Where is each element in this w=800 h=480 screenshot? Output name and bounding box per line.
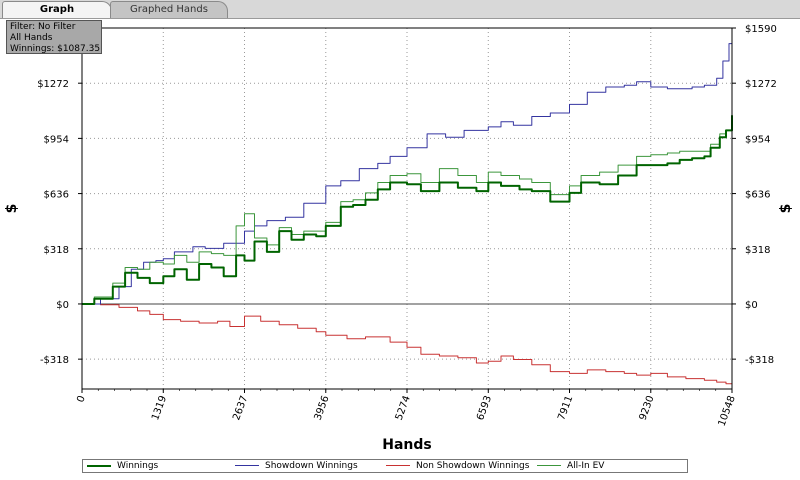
y-tick-label-right: $954 bbox=[745, 134, 770, 145]
legend-item-non-showdown: Non Showdown Winnings bbox=[386, 460, 529, 472]
y-tick-label-right: $636 bbox=[745, 190, 770, 201]
x-tick-label: 0 bbox=[75, 394, 88, 404]
y-tick-label-right: $1590 bbox=[745, 24, 777, 35]
x-tick-label: 6593 bbox=[475, 394, 494, 422]
y-tick-label-right: $1272 bbox=[745, 79, 777, 90]
hands-filter-text: All Hands bbox=[10, 33, 53, 43]
legend-item-showdown: Showdown Winnings bbox=[235, 460, 358, 472]
y-axis-label-right: $ bbox=[778, 204, 794, 214]
y-tick-label-left: $954 bbox=[44, 134, 69, 145]
filter-text: Filter: No Filter bbox=[10, 22, 76, 32]
x-tick-label: 5274 bbox=[394, 394, 413, 422]
x-tick-label: 1319 bbox=[150, 394, 169, 422]
y-tick-label-left: $318 bbox=[44, 245, 69, 256]
y-tick-label-left: $1272 bbox=[37, 79, 69, 90]
x-tick-label: 7911 bbox=[556, 394, 575, 422]
legend-item-allin-ev: All-In EV bbox=[537, 460, 604, 472]
winnings-total-text: Winnings: $1087.35 bbox=[10, 44, 101, 54]
legend-swatch-showdown bbox=[235, 465, 259, 466]
series-line-all-in-ev bbox=[82, 123, 733, 305]
y-tick-label-left: $636 bbox=[44, 190, 69, 201]
series-line-showdown-winnings bbox=[82, 28, 733, 305]
chart-series bbox=[82, 28, 733, 389]
legend-label-non-showdown: Non Showdown Winnings bbox=[416, 461, 530, 471]
legend-label-allin-ev: All-In EV bbox=[567, 461, 605, 471]
tab-bar: Graph Graphed Hands bbox=[0, 0, 800, 19]
chart-grid bbox=[82, 28, 732, 389]
y-tick-label-right: -$318 bbox=[745, 355, 774, 366]
y-axis-label-left: $ bbox=[4, 204, 20, 214]
x-axis-label: Hands bbox=[382, 437, 432, 453]
y-tick-label-right: $0 bbox=[745, 300, 758, 311]
y-tick-label-right: $318 bbox=[745, 245, 770, 256]
x-tick-label: 9230 bbox=[638, 394, 657, 422]
x-tick-label: 10548 bbox=[717, 394, 738, 428]
legend-label-winnings: Winnings bbox=[117, 461, 159, 471]
legend-swatch-winnings bbox=[87, 464, 111, 467]
chart-legend: Winnings Showdown Winnings Non Showdown … bbox=[82, 459, 688, 473]
x-tick-label: 3956 bbox=[313, 394, 332, 422]
series-line-non-showdown-winnings bbox=[82, 303, 733, 389]
series-line-winnings bbox=[82, 115, 733, 305]
x-tick-label: 2637 bbox=[231, 394, 250, 422]
tab-graphed-hands[interactable]: Graphed Hands bbox=[110, 1, 228, 18]
legend-label-showdown: Showdown Winnings bbox=[265, 461, 358, 471]
y-tick-label-left: $0 bbox=[56, 300, 69, 311]
filter-info-box: Filter: No Filter All Hands Winnings: $1… bbox=[6, 20, 102, 54]
legend-swatch-allin-ev bbox=[537, 465, 561, 466]
legend-swatch-non-showdown bbox=[386, 465, 410, 466]
legend-item-winnings: Winnings bbox=[87, 460, 158, 472]
y-tick-label-left: -$318 bbox=[40, 355, 69, 366]
